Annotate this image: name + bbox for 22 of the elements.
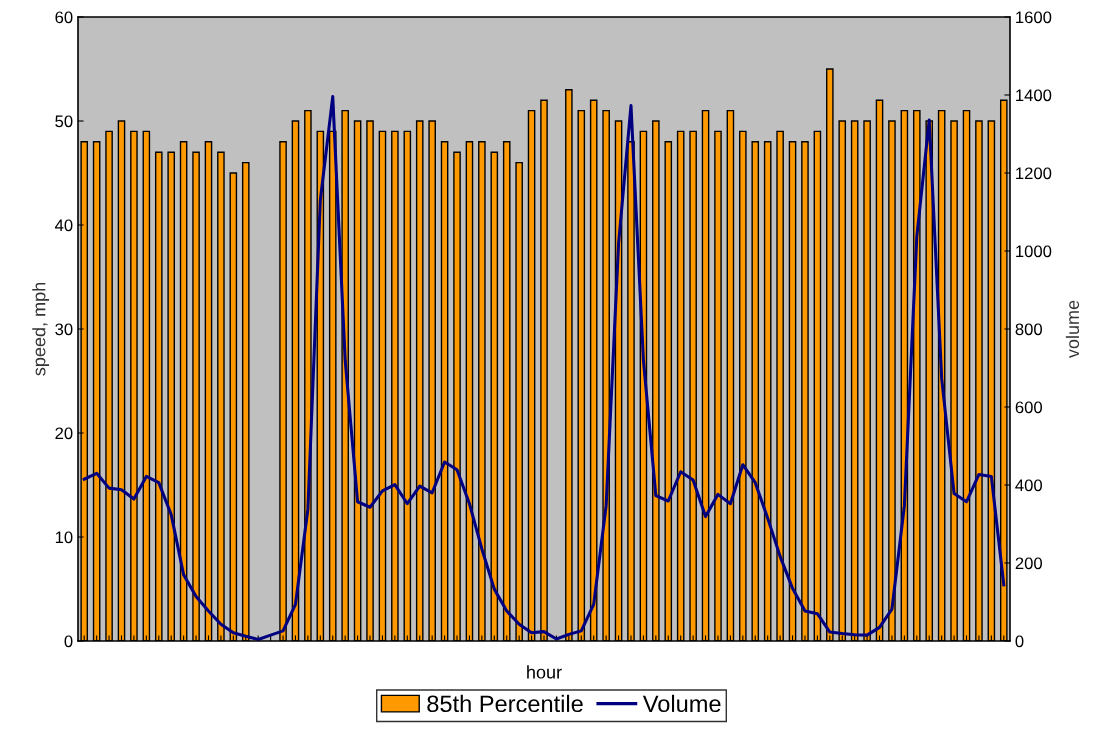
y2-tick-label: 1400: [1016, 89, 1052, 102]
y2-tick-label: 400: [1015, 479, 1043, 492]
y2-tick-label: 1000: [1016, 245, 1052, 258]
y-tick-label: 0: [64, 635, 73, 648]
y2-tick-label: 800: [1015, 323, 1043, 336]
legend-label: 85th Percentile: [427, 694, 583, 713]
y-tick-label: 50: [55, 115, 73, 128]
y2-tick-label: 600: [1015, 401, 1043, 414]
y2-tick-label: 1600: [1016, 11, 1052, 24]
y-tick-label: 60: [55, 11, 73, 24]
y-tick-label: 40: [54, 219, 73, 232]
y-tick-label: 30: [55, 323, 73, 336]
x-axis-title: hour: [527, 665, 562, 679]
y2-tick-label: 1200: [1016, 167, 1052, 180]
y2-tick-label: 200: [1015, 557, 1043, 570]
y2-tick-label: 0: [1015, 635, 1024, 648]
y-tick-label: 20: [55, 427, 73, 440]
line-series: [82, 95, 1006, 641]
legend-label: Volume: [642, 694, 721, 713]
y2-axis-title: volume: [1065, 300, 1080, 359]
y-axis-title: speed, mph: [32, 282, 50, 376]
y-tick-label: 10: [55, 531, 73, 544]
